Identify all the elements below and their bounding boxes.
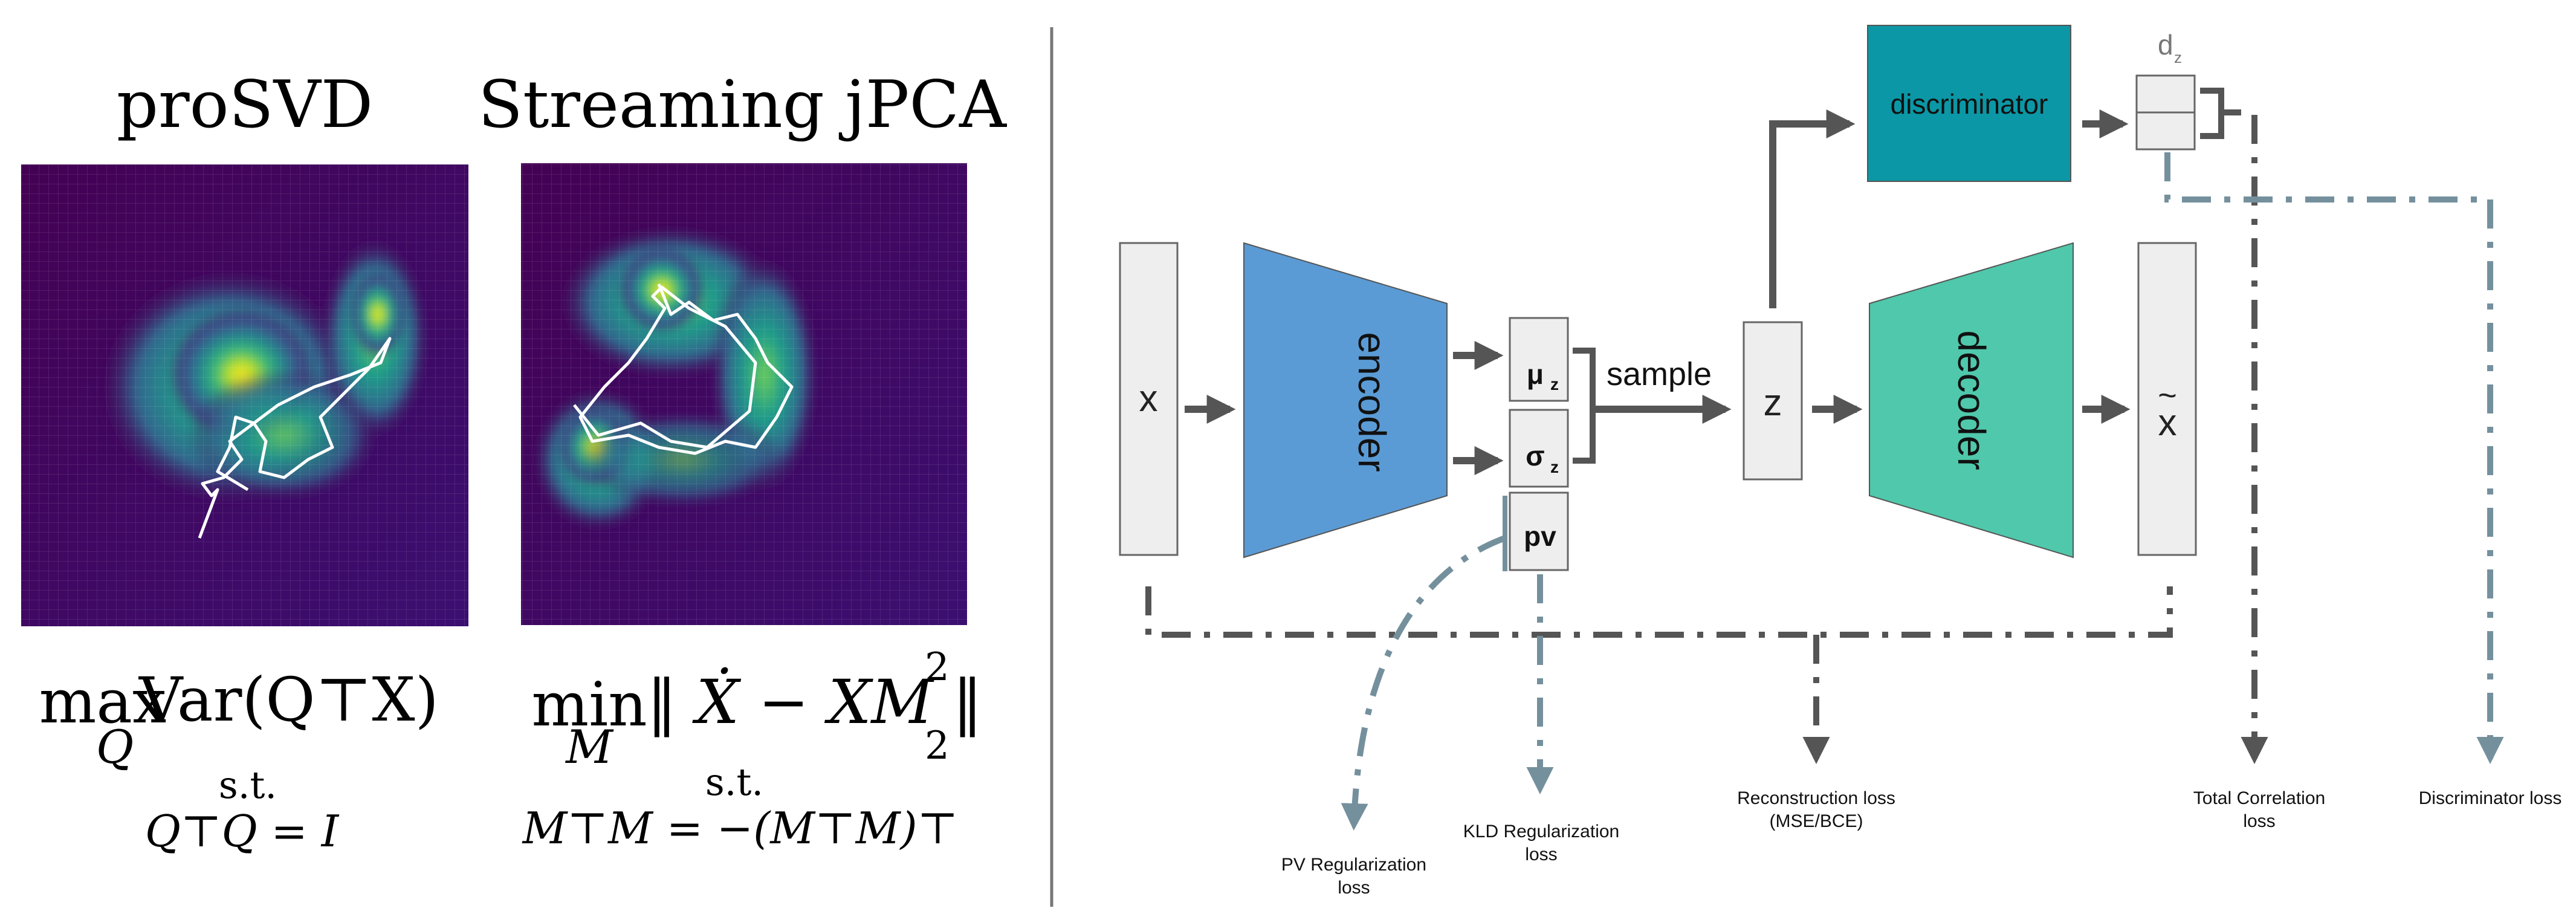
total-correlation-loss-label-line2: loss [2243, 811, 2275, 831]
vae-diagram: x encoder μ z σ z pv sample z decoder [1119, 25, 2562, 898]
jpca-heatmap [521, 163, 967, 625]
jpca-objective-expr: ‖ Ẋ − XM ‖ [647, 667, 983, 738]
reconstruction-loss-label-line2: (MSE/BCE) [1769, 811, 1863, 831]
dz-label: d [2158, 29, 2173, 60]
arrow-z-discriminator [1769, 109, 1856, 308]
sigma-sub: z [1550, 458, 1559, 476]
jpca-trajectory [573, 284, 794, 455]
jpca-title: Streaming jPCA [478, 67, 1008, 143]
dz-sub: z [2174, 48, 2182, 66]
sigma-label: σ [1526, 440, 1544, 472]
jpca-panel: Streaming jPCA min M ‖ Ẋ − XM ‖ 2 2 s.t… [478, 67, 1008, 854]
dz-bracket [2200, 88, 2224, 139]
prosvd-objective-op: max [39, 666, 167, 737]
output-tilde: ~ [2158, 377, 2177, 413]
discriminator-label: discriminator [1891, 88, 2048, 120]
prosvd-heatmap [21, 164, 468, 626]
jpca-constraint: M⊤M = −(M⊤M)⊤ [522, 803, 959, 854]
prosvd-panel: proSVD max Q Var(Q⊤X) s.t. Q⊤Q = I [21, 67, 468, 857]
jpca-objective-sub: M [565, 720, 614, 774]
prosvd-objective-expr: Var(Q⊤X) [138, 664, 439, 735]
reconstruction-loop [1145, 586, 2173, 638]
prosvd-st: s.t. [219, 763, 277, 807]
prosvd-trajectory [198, 337, 392, 539]
jpca-objective-norm-sub: 2 [925, 724, 950, 768]
input-box [1119, 242, 1179, 556]
pv-loss-path [1341, 535, 1506, 831]
input-label: x [1139, 378, 1158, 420]
reconstruction-loss-label-line1: Reconstruction loss [1737, 788, 1895, 808]
z-label: z [1764, 382, 1782, 424]
prosvd-constraint: Q⊤Q = I [145, 806, 340, 857]
kld-loss-label-line2: loss [1525, 845, 1557, 864]
sample-label: sample [1607, 356, 1712, 392]
mu-box [1509, 317, 1569, 402]
prosvd-objective-sub: Q [96, 720, 134, 774]
jpca-objective-sup: 2 [925, 645, 950, 690]
sigma-box [1509, 409, 1569, 488]
z-box [1743, 321, 1803, 481]
output-label: x [2158, 402, 2177, 444]
jpca-st: s.t. [705, 760, 763, 804]
encoder-label: encoder [1350, 332, 1394, 472]
mu-sub: z [1550, 375, 1559, 394]
discriminator-block [1867, 25, 2071, 182]
prosvd-title: proSVD [117, 67, 373, 143]
jpca-objective: min M ‖ Ẋ − XM ‖ 2 2 s.t. M⊤M = −(M⊤M)⊤ [522, 645, 983, 854]
total-correlation-loss-label-line1: Total Correlation [2193, 788, 2325, 808]
encoder-block [1243, 242, 1448, 559]
prosvd-objective: max Q Var(Q⊤X) s.t. Q⊤Q = I [39, 664, 439, 857]
discriminator-loss-label: Discriminator loss [2419, 788, 2562, 808]
pv-loss-label-line1: PV Regularization [1281, 855, 1426, 875]
kld-loss-label-line1: KLD Regularization [1463, 822, 1619, 841]
pv-label: pv [1524, 520, 1556, 552]
pv-box [1509, 491, 1569, 571]
jpca-objective-op: min [531, 669, 647, 740]
decoder-block [1869, 242, 2074, 559]
pv-loss-label-line2: loss [1338, 878, 1370, 898]
mu-sigma-bracket [1573, 348, 1596, 464]
discriminator-loss-path [2164, 152, 2504, 764]
output-box [2137, 242, 2197, 556]
mu-label: μ [1527, 358, 1544, 390]
decoder-label: decoder [1950, 330, 1993, 470]
